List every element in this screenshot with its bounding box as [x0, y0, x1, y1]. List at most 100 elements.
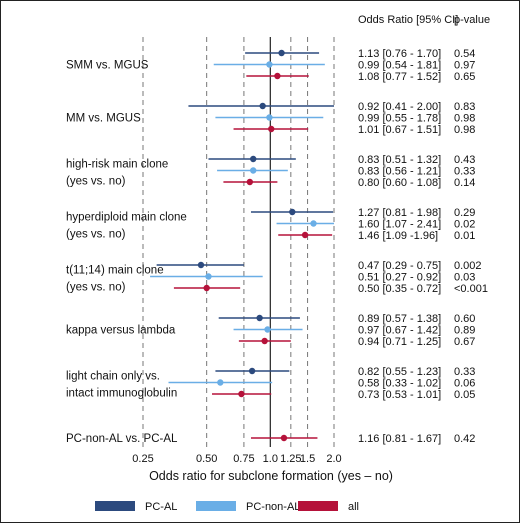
x-tick-label: 1.0 — [263, 453, 278, 465]
or-value: 0.89 [0.57 - 1.38] — [358, 313, 441, 325]
estimate-point — [246, 178, 254, 186]
p-value: 0.05 — [454, 389, 475, 401]
estimate-point — [238, 390, 245, 398]
p-value: 0.03 — [454, 272, 475, 284]
x-axis-title: Odds ratio for subclone formation (yes –… — [149, 469, 393, 483]
p-value: 0.67 — [454, 336, 475, 348]
estimate-point — [256, 314, 263, 322]
p-value: 0.33 — [454, 366, 475, 378]
legend: PC-AL PC-non-AL all — [95, 501, 359, 513]
estimate-point — [259, 102, 266, 110]
legend-label: PC-non-AL — [246, 501, 300, 513]
p-value: 0.97 — [454, 60, 475, 72]
legend-swatch — [95, 501, 135, 511]
estimate-table: Odds Ratio [95% CI] p-value 1.13 [0.76 -… — [358, 14, 490, 445]
p-value: 0.42 — [454, 433, 475, 445]
legend-label: PC-AL — [145, 501, 177, 513]
row-label: high-risk main clone — [66, 159, 168, 171]
or-value: 1.16 [0.81 - 1.67] — [358, 433, 441, 445]
row-label: kappa versus lambda — [66, 325, 176, 337]
estimate-point — [301, 231, 309, 239]
estimate-point — [280, 434, 288, 442]
estimate-point — [274, 72, 281, 80]
or-value: 0.51 [0.27 - 0.92] — [358, 272, 441, 284]
p-value: 0.14 — [454, 177, 475, 189]
row-label: PC-non-AL vs. PC-AL — [66, 433, 178, 445]
estimate-point — [197, 261, 205, 269]
or-value: 1.08 [0.77 - 1.52] — [358, 71, 441, 83]
legend-label: all — [348, 501, 359, 513]
estimate-point — [217, 379, 224, 386]
or-value: 1.60 [1.07 - 2.41] — [358, 219, 441, 231]
or-value: 0.83 [0.51 - 1.32] — [358, 154, 441, 166]
estimate-point — [310, 220, 317, 227]
x-tick-label: 0.25 — [132, 453, 153, 465]
estimate-point — [248, 367, 256, 375]
or-value: 0.47 [0.29 - 0.75] — [358, 260, 441, 272]
x-tick-label: 0.50 — [196, 453, 217, 465]
or-value: 0.94 [0.71 - 1.25] — [358, 336, 441, 348]
p-value: <0.001 — [454, 283, 488, 295]
or-value: 0.99 [0.55 - 1.78] — [358, 113, 441, 125]
x-tick-label: 0.75 — [233, 453, 254, 465]
estimate-point — [268, 125, 275, 133]
row-label: (yes vs. no) — [66, 282, 126, 294]
or-value: 0.50 [0.35 - 0.72] — [358, 283, 441, 295]
legend-swatch — [196, 501, 236, 511]
estimate-point — [278, 49, 285, 57]
estimate-point — [203, 284, 210, 292]
p-value: 0.29 — [454, 207, 475, 219]
p-column-header: p-value — [454, 14, 490, 26]
estimate-point — [205, 273, 212, 280]
row-label: MM vs. MGUS — [66, 113, 141, 125]
row-label: (yes vs. no) — [66, 229, 126, 241]
estimate-point — [289, 208, 296, 216]
row-label: light chain only vs. — [66, 371, 160, 383]
x-tick-label: 1.5 — [300, 453, 315, 465]
row-label: SMM vs. MGUS — [66, 60, 149, 72]
p-value: 0.60 — [454, 313, 475, 325]
or-value: 1.13 [0.76 - 1.70] — [358, 48, 441, 60]
legend-swatch — [298, 501, 338, 511]
estimate-point — [266, 61, 273, 68]
or-value: 1.27 [0.81 - 1.98] — [358, 207, 441, 219]
p-value: 0.98 — [454, 113, 475, 125]
or-value: 0.82 [0.55 - 1.23] — [358, 366, 441, 378]
or-value: 1.46 [1.09 -1.96] — [358, 230, 438, 242]
estimate-point — [261, 337, 268, 345]
estimate-point — [250, 167, 257, 174]
estimate-point — [250, 155, 257, 163]
estimate-point — [266, 114, 273, 121]
x-tick-label: 1.25 — [280, 453, 301, 465]
or-value: 0.58 [0.33 - 1.02] — [358, 378, 441, 390]
p-value: 0.89 — [454, 325, 475, 337]
or-value: 0.97 [0.67 - 1.42] — [358, 325, 441, 337]
or-value: 0.80 [0.60 - 1.08] — [358, 177, 441, 189]
or-value: 0.73 [0.53 - 1.01] — [358, 389, 441, 401]
p-value: 0.33 — [454, 166, 475, 178]
p-value: 0.002 — [454, 260, 482, 272]
gridlines — [142, 37, 335, 447]
plot-marks — [150, 49, 334, 442]
p-value: 0.65 — [454, 71, 475, 83]
row-label: intact immunoglobulin — [66, 388, 177, 400]
row-label: t(11;14) main clone — [66, 265, 164, 277]
p-value: 0.54 — [454, 48, 475, 60]
estimate-point — [264, 326, 271, 333]
or-value: 0.92 [0.41 - 2.00] — [358, 101, 441, 113]
row-labels: SMM vs. MGUS MM vs. MGUS high-risk main cl… — [66, 60, 187, 446]
p-value: 0.02 — [454, 219, 475, 231]
or-value: 0.83 [0.56 - 1.21] — [358, 166, 441, 178]
row-label: hyperdiploid main clone — [66, 212, 187, 224]
p-value: 0.98 — [454, 124, 475, 136]
p-value: 0.01 — [454, 230, 475, 242]
p-value: 0.06 — [454, 378, 475, 390]
x-axis: 0.25 0.50 0.75 1.0 1.251.5 2.0 — [132, 453, 341, 465]
x-tick-label: 2.0 — [326, 453, 341, 465]
p-value: 0.43 — [454, 154, 475, 166]
or-column-header: Odds Ratio [95% CI] — [358, 14, 458, 26]
or-value: 1.01 [0.67 - 1.51] — [358, 124, 441, 136]
row-label: (yes vs. no) — [66, 176, 126, 188]
